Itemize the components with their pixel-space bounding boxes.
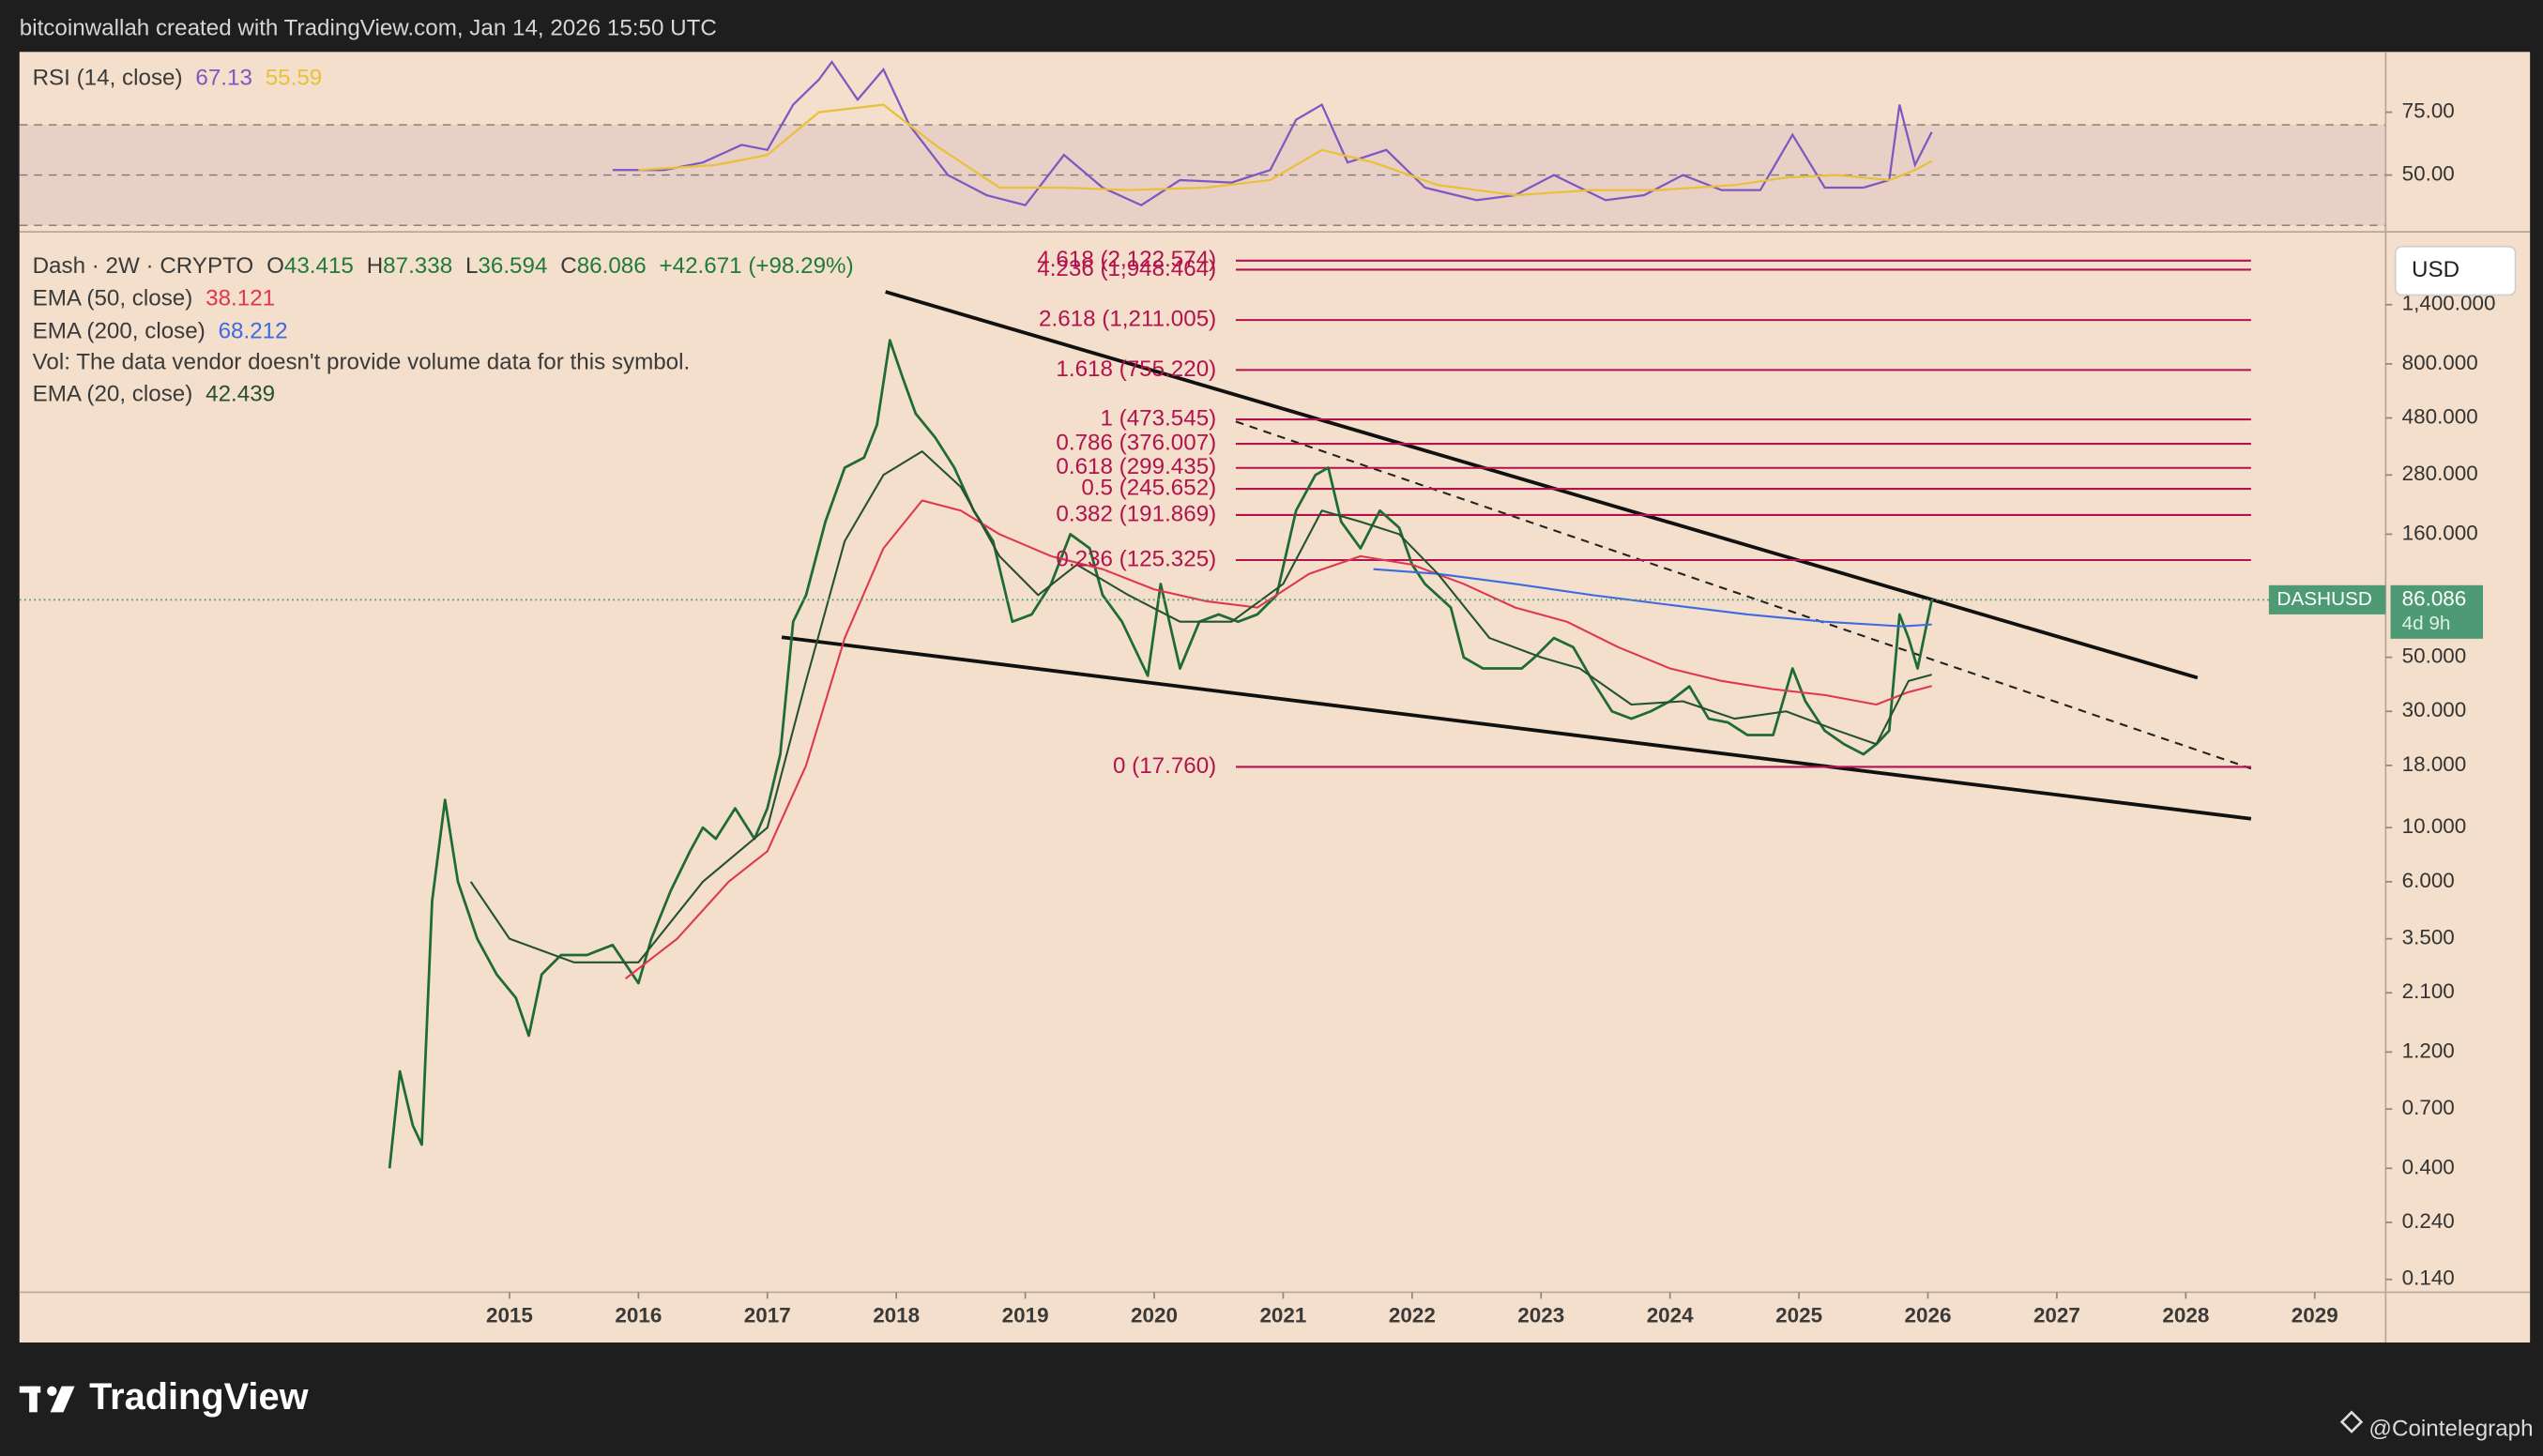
credit: @Cointelegraph [2368,1417,2533,1442]
last-price-tag [2268,584,2386,614]
indicator-value: 42.439 [206,382,275,407]
x-tick-label: 2021 [1259,1303,1306,1327]
symbol: Dash · 2W · CRYPTO [33,254,254,280]
ema-line [469,450,1932,963]
indicator-value: 68.212 [219,319,288,344]
y-tick-label: 0.240 [2402,1209,2455,1233]
x-tick-label: 2016 [615,1303,662,1327]
y-tick-label: 480.000 [2402,404,2478,428]
ohlc-value: 36.594 [478,254,547,280]
y-tick-label: 18.000 [2402,752,2467,776]
rsi-ma-value: 55.59 [266,66,323,91]
last-price-value: 86.086 [2402,586,2467,610]
header: bitcoinwallah created with TradingView.c… [20,15,717,40]
y-tick-label: 0.400 [2402,1155,2455,1178]
trendline [781,635,2252,821]
price-pane [19,259,2386,1169]
fib-label: 4.618 (2,122.574) [1037,247,1216,272]
x-tick-label: 2022 [1389,1303,1436,1327]
rsi-tick-label: 50.00 [2402,162,2455,186]
rsi-line [638,103,1933,197]
indicator-name: EMA (20, close) [33,382,193,407]
ema-line [1373,568,1932,628]
x-tick-label: 2027 [2033,1303,2080,1327]
price-line [388,339,1933,1169]
trendline [1235,420,2252,770]
ohlc-label: C [560,254,576,280]
rsi-line [612,60,1933,207]
fib-label: 1.618 (755.220) [1056,356,1216,382]
indicator-value: 38.121 [206,286,275,311]
y-tick-label: 50.000 [2402,645,2467,668]
x-tick-label: 2026 [1905,1303,1952,1327]
fib-label: 2.618 (1,211.005) [1039,306,1216,331]
currency-button[interactable] [2394,245,2517,296]
x-tick-label: 2024 [1647,1303,1694,1327]
fib-label: 0 (17.760) [1113,753,1216,779]
y-tick-label: 800.000 [2402,351,2478,374]
x-tick-label: 2019 [1002,1303,1049,1327]
fib-label: 0.236 (125.325) [1056,546,1216,571]
ohlc-label: L [465,254,478,280]
currency-label[interactable]: USD [2412,257,2459,282]
logo [19,1386,75,1413]
y-tick-label: 160.000 [2402,521,2478,544]
rsi-value: 67.13 [195,66,252,91]
indicator-legend: EMA (50, close) 38.121 [33,286,276,311]
y-tick-label: 6.000 [2402,869,2455,892]
fib-label: 4.236 (1,948.464) [1037,256,1216,281]
credit-icon [2339,1410,2364,1433]
y-tick-label: 0.700 [2402,1096,2455,1119]
rsi-legend: RSI (14, close) 67.13 55.59 [33,66,323,91]
ohlc-label: O [266,254,284,280]
rsi-tick-label: 75.00 [2402,99,2455,123]
x-tick-label: 2017 [744,1303,791,1327]
fib-label: 1 (473.545) [1101,405,1217,431]
volume-note: Vol: The data vendor doesn't provide vol… [33,350,691,375]
indicator-legend: EMA (200, close) 68.212 [33,319,288,344]
y-tick-label: 1.200 [2402,1039,2455,1062]
logo-part [29,1386,38,1413]
y-tick-label: 2.100 [2402,979,2455,1003]
y-tick-label: 3.500 [2402,926,2455,949]
x-tick-label: 2028 [2162,1303,2209,1327]
last-price-name: DASHUSD [2277,588,2372,610]
x-tick-label: 2015 [486,1303,533,1327]
rsi-title: RSI (14, close) [33,66,183,91]
fib-label: 0.5 (245.652) [1081,475,1216,500]
indicator-name: EMA (200, close) [33,319,206,344]
trendline [885,290,2199,680]
fib-label: 0.786 (376.007) [1056,430,1216,455]
ohlc-value: 86.086 [577,254,647,280]
last-price-countdown: 4d 9h [2402,613,2451,634]
x-tick-label: 2018 [873,1303,920,1327]
last-price-box [2390,584,2484,639]
ema-line [624,499,1932,980]
logo-part [50,1386,75,1413]
indicator-name: EMA (50, close) [33,286,193,311]
ohlc-value: 43.415 [284,254,354,280]
watermark: TradingView [89,1376,308,1418]
x-tick-label: 2020 [1131,1303,1178,1327]
ohlc-label: H [367,254,383,280]
y-tick-label: 0.140 [2402,1266,2455,1290]
x-tick-label: 2025 [1775,1303,1822,1327]
indicator-legend: EMA (20, close) 42.439 [33,382,276,407]
y-tick-label: 280.000 [2402,462,2478,485]
price-legend: Dash · 2W · CRYPTO O43.415 H87.338 L36.594 C… [33,254,854,280]
ohlc-value: 87.338 [383,254,452,280]
rsi-pane [19,60,2386,226]
y-tick-label: 30.000 [2402,698,2467,721]
change: +42.671 (+98.29%) [660,254,854,280]
fib-label: 0.382 (191.869) [1056,501,1216,526]
logo-part [47,1386,57,1397]
x-tick-label: 2029 [2292,1303,2338,1327]
y-tick-label: 10.000 [2402,814,2467,838]
fib-label: 0.618 (299.435) [1056,454,1216,479]
x-tick-label: 2023 [1517,1303,1564,1327]
